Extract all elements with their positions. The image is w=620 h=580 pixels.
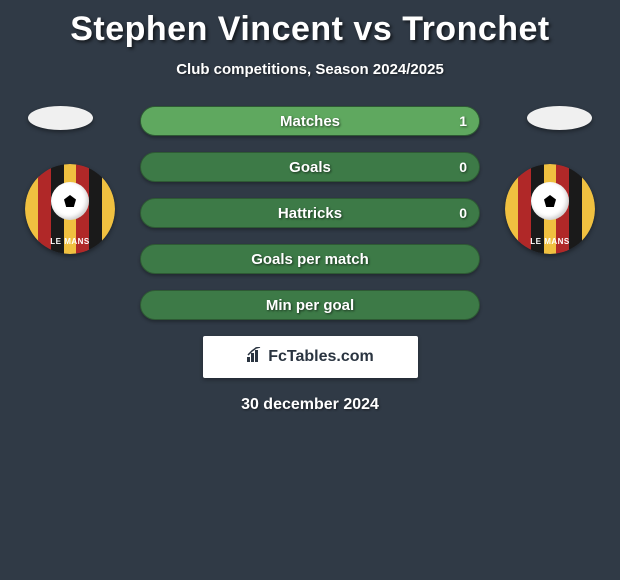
stat-label: Goals per match <box>141 251 479 268</box>
stat-row: Goals0 <box>140 152 480 182</box>
stat-row: Hattricks0 <box>140 198 480 228</box>
stat-label: Hattricks <box>141 205 479 222</box>
subtitle: Club competitions, Season 2024/2025 <box>0 61 620 78</box>
stat-label: Goals <box>141 159 479 176</box>
badge-label: LE MANS <box>505 237 595 246</box>
comparison-area: LE MANS LE MANS Matches1Goals0Hattricks0… <box>0 106 620 414</box>
stat-value-right: 0 <box>459 205 467 221</box>
chart-icon <box>246 347 264 368</box>
stat-value-right: 0 <box>459 159 467 175</box>
stat-value-right: 1 <box>459 113 467 129</box>
watermark: FcTables.com <box>203 336 418 378</box>
club-badge-right: LE MANS <box>505 164 595 254</box>
player-left-avatar <box>28 106 93 130</box>
stat-label: Matches <box>141 113 479 130</box>
stat-row: Min per goal <box>140 290 480 320</box>
player-right-avatar <box>527 106 592 130</box>
watermark-text: FcTables.com <box>268 348 374 366</box>
badge-label: LE MANS <box>25 237 115 246</box>
date-label: 30 december 2024 <box>0 396 620 414</box>
page-title: Stephen Vincent vs Tronchet <box>0 0 620 49</box>
club-badge-left: LE MANS <box>25 164 115 254</box>
stats-list: Matches1Goals0Hattricks0Goals per matchM… <box>140 106 480 320</box>
stat-row: Matches1 <box>140 106 480 136</box>
stat-label: Min per goal <box>141 297 479 314</box>
stat-row: Goals per match <box>140 244 480 274</box>
